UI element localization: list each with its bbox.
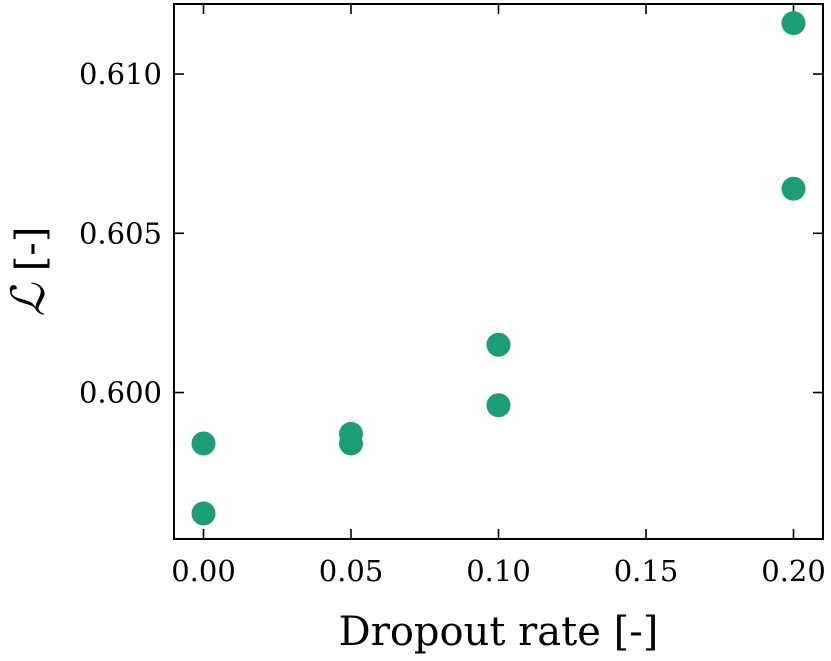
y-tick-label: 0.605	[79, 216, 162, 250]
y-axis-unit: [-]	[8, 227, 54, 272]
y-tick-label: 0.600	[79, 376, 162, 410]
plot-area	[173, 3, 824, 540]
data-point	[191, 431, 216, 456]
data-point	[486, 332, 511, 357]
axis-tick-labels: 0.00 0.05 0.10 0.15 0.20 0.600 0.605 0.610	[79, 57, 826, 588]
y-axis-symbol: ℒ	[1, 282, 55, 316]
x-tick-label: 0.10	[466, 554, 531, 588]
x-tick-label: 0.00	[171, 554, 236, 588]
data-point	[339, 421, 363, 446]
data-point	[781, 176, 806, 201]
x-tick-label: 0.20	[761, 554, 826, 588]
data-points	[191, 11, 806, 526]
y-axis-label: ℒ [-]	[1, 227, 55, 317]
data-point	[781, 11, 806, 36]
axis-ticks	[174, 4, 823, 539]
x-tick-label: 0.05	[319, 554, 384, 588]
y-tick-label: 0.610	[79, 57, 162, 91]
x-tick-label: 0.15	[614, 554, 679, 588]
x-axis-label: Dropout rate [-]	[339, 609, 659, 655]
data-point	[191, 501, 216, 526]
data-point	[486, 393, 511, 418]
